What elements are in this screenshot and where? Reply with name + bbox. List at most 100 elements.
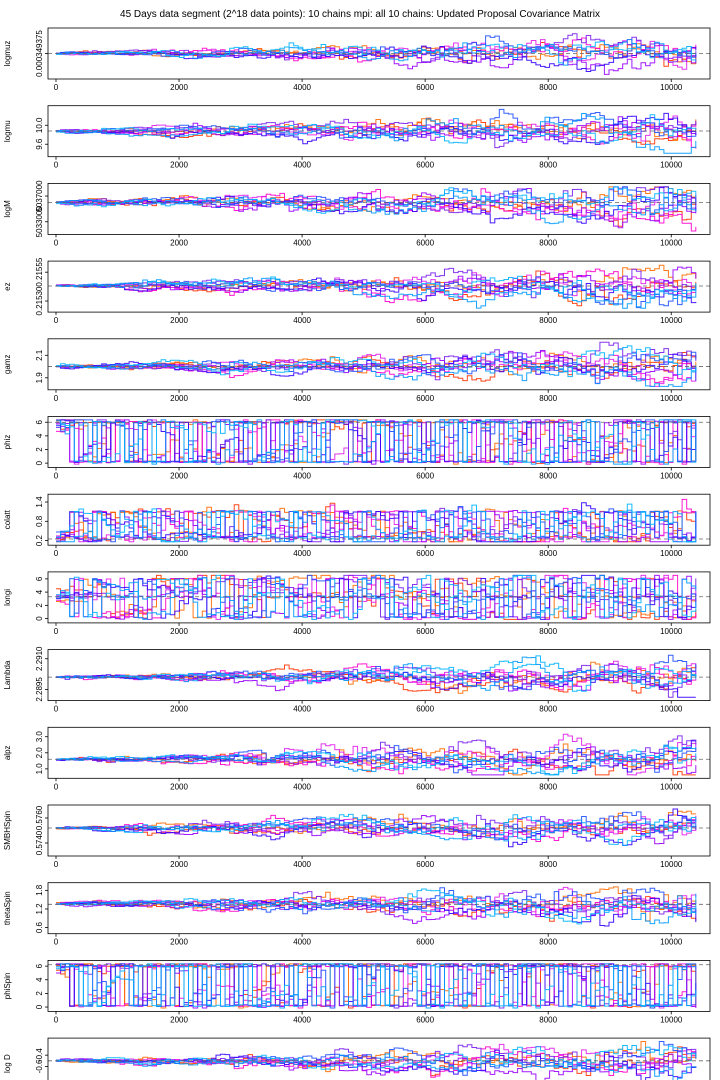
x-tick-label: 10000 bbox=[660, 1015, 683, 1024]
y-tick-label: 2 bbox=[35, 603, 44, 608]
x-tick-label: 0 bbox=[54, 472, 59, 481]
x-tick-label: 6000 bbox=[416, 938, 434, 947]
x-tick-label: 0 bbox=[54, 83, 59, 92]
trace-panel-logmu: 0 2000 4000 6000 8000 10000 9.6 10.0 logmu bbox=[3, 105, 711, 170]
y-axis-label: logM bbox=[3, 200, 12, 218]
x-tick-label: 8000 bbox=[539, 782, 557, 791]
y-tick-label: 9.6 bbox=[35, 138, 44, 150]
x-tick-label: 8000 bbox=[539, 705, 557, 714]
x-tick-label: 2000 bbox=[170, 705, 188, 714]
plot-frame bbox=[47, 260, 711, 313]
y-tick-label: -0.4 bbox=[35, 1048, 44, 1062]
x-tick-label: 6000 bbox=[416, 83, 434, 92]
y-axis-label: phiSpin bbox=[3, 973, 12, 1000]
x-tick-label: 10000 bbox=[660, 705, 683, 714]
x-tick-label: 4000 bbox=[293, 238, 311, 247]
x-tick-label: 10000 bbox=[660, 316, 683, 325]
x-tick-label: 0 bbox=[54, 316, 59, 325]
y-tick-label: 10.0 bbox=[35, 117, 44, 133]
x-tick-label: 4000 bbox=[293, 549, 311, 558]
chain-6-trace bbox=[56, 963, 697, 1009]
y-axis-label: thetaSpin bbox=[3, 891, 12, 925]
trace-panel-logmuz: 0 2000 4000 6000 8000 10000 0.000349375 logmuz bbox=[3, 27, 711, 92]
chain-9-trace bbox=[56, 656, 697, 691]
x-tick-label: 6000 bbox=[416, 860, 434, 869]
x-tick-label: 6000 bbox=[416, 549, 434, 558]
y-axis-label: longi bbox=[3, 589, 12, 606]
chain-9-trace bbox=[56, 574, 697, 620]
chain-10-trace bbox=[56, 655, 697, 692]
x-tick-label: 2000 bbox=[170, 83, 188, 92]
x-tick-label: 2000 bbox=[170, 938, 188, 947]
x-tick-label: 2000 bbox=[170, 860, 188, 869]
x-tick-label: 10000 bbox=[660, 238, 683, 247]
y-tick-label: 0.5740 bbox=[35, 830, 44, 855]
x-tick-label: 8000 bbox=[539, 316, 557, 325]
x-tick-label: 6000 bbox=[416, 782, 434, 791]
x-tick-label: 10000 bbox=[660, 549, 683, 558]
chain-10-trace bbox=[56, 1045, 697, 1071]
plot-frame bbox=[47, 882, 711, 935]
plot-frame bbox=[47, 571, 711, 624]
x-tick-label: 2000 bbox=[170, 238, 188, 247]
x-tick-label: 10000 bbox=[660, 83, 683, 92]
y-tick-label: 2.2895 bbox=[35, 677, 44, 702]
chain-10-trace bbox=[56, 745, 697, 776]
x-tick-label: 0 bbox=[54, 860, 59, 869]
plot-frame bbox=[47, 960, 711, 1012]
trace-panel-phispin: 0 2000 4000 6000 8000 10000 0 2 4 6 phiSpin bbox=[3, 960, 711, 1024]
x-tick-label: 0 bbox=[54, 394, 59, 403]
x-tick-label: 10000 bbox=[660, 938, 683, 947]
x-tick-label: 6000 bbox=[416, 161, 434, 170]
x-tick-label: 2000 bbox=[170, 472, 188, 481]
y-tick-label: 0.21555 bbox=[35, 257, 44, 286]
x-tick-label: 0 bbox=[54, 238, 59, 247]
trace-panels: 0 2000 4000 6000 8000 100000.000349375logmuz0… bbox=[3, 27, 711, 1080]
trace-panel-alpz: 0 2000 4000 6000 8000 10000 1.0 2.0 3.0 alpz bbox=[3, 726, 711, 791]
chain-9-trace bbox=[56, 361, 697, 387]
x-tick-label: 6000 bbox=[416, 394, 434, 403]
y-axis-label: colatt bbox=[3, 509, 12, 529]
trace-panel-lambda: 0 2000 4000 6000 8000 10000 2.2895 2.2910 Lambda bbox=[3, 646, 711, 714]
y-tick-label: 0 bbox=[35, 1004, 44, 1009]
plot-frame bbox=[47, 1037, 711, 1080]
y-tick-label: 1.0 bbox=[35, 763, 44, 775]
plot-frame bbox=[47, 416, 711, 468]
y-tick-label: 0.21530 bbox=[35, 286, 44, 315]
x-tick-label: 4000 bbox=[293, 705, 311, 714]
y-tick-label: 2 bbox=[35, 991, 44, 996]
chain-2-trace bbox=[56, 661, 697, 694]
y-tick-label: 2.1 bbox=[35, 349, 44, 361]
chain-8-trace bbox=[56, 351, 697, 376]
x-tick-label: 2000 bbox=[170, 782, 188, 791]
y-tick-label: 0.000349375 bbox=[35, 30, 44, 77]
chain-10-trace bbox=[56, 186, 697, 214]
chain-9-trace bbox=[56, 419, 697, 465]
chain-3-trace bbox=[56, 574, 697, 620]
y-axis-label: gamz bbox=[3, 355, 12, 375]
x-tick-label: 8000 bbox=[539, 938, 557, 947]
y-axis-label: Lambda bbox=[3, 660, 12, 689]
x-tick-label: 4000 bbox=[293, 161, 311, 170]
y-tick-label: 0.5760 bbox=[35, 805, 44, 830]
y-tick-label: 1.2 bbox=[35, 903, 44, 915]
chain-10-trace bbox=[56, 41, 697, 62]
y-tick-label: 2.2910 bbox=[35, 646, 44, 671]
y-tick-label: 0.8 bbox=[35, 515, 44, 527]
x-tick-label: 2000 bbox=[170, 627, 188, 636]
x-tick-label: 8000 bbox=[539, 860, 557, 869]
y-tick-label: 1.9 bbox=[35, 372, 44, 384]
y-tick-label: 0 bbox=[35, 616, 44, 621]
x-tick-label: 0 bbox=[54, 549, 59, 558]
plot-frame bbox=[47, 338, 711, 391]
chain-10-trace bbox=[56, 114, 697, 144]
x-tick-label: 2000 bbox=[170, 394, 188, 403]
y-axis-label: ez bbox=[3, 282, 12, 290]
trace-panel-colatt: 0 2000 4000 6000 8000 10000 0.2 0.8 1.4 colatt bbox=[3, 493, 711, 558]
x-tick-label: 0 bbox=[54, 782, 59, 791]
x-tick-label: 4000 bbox=[293, 83, 311, 92]
x-tick-label: 6000 bbox=[416, 472, 434, 481]
